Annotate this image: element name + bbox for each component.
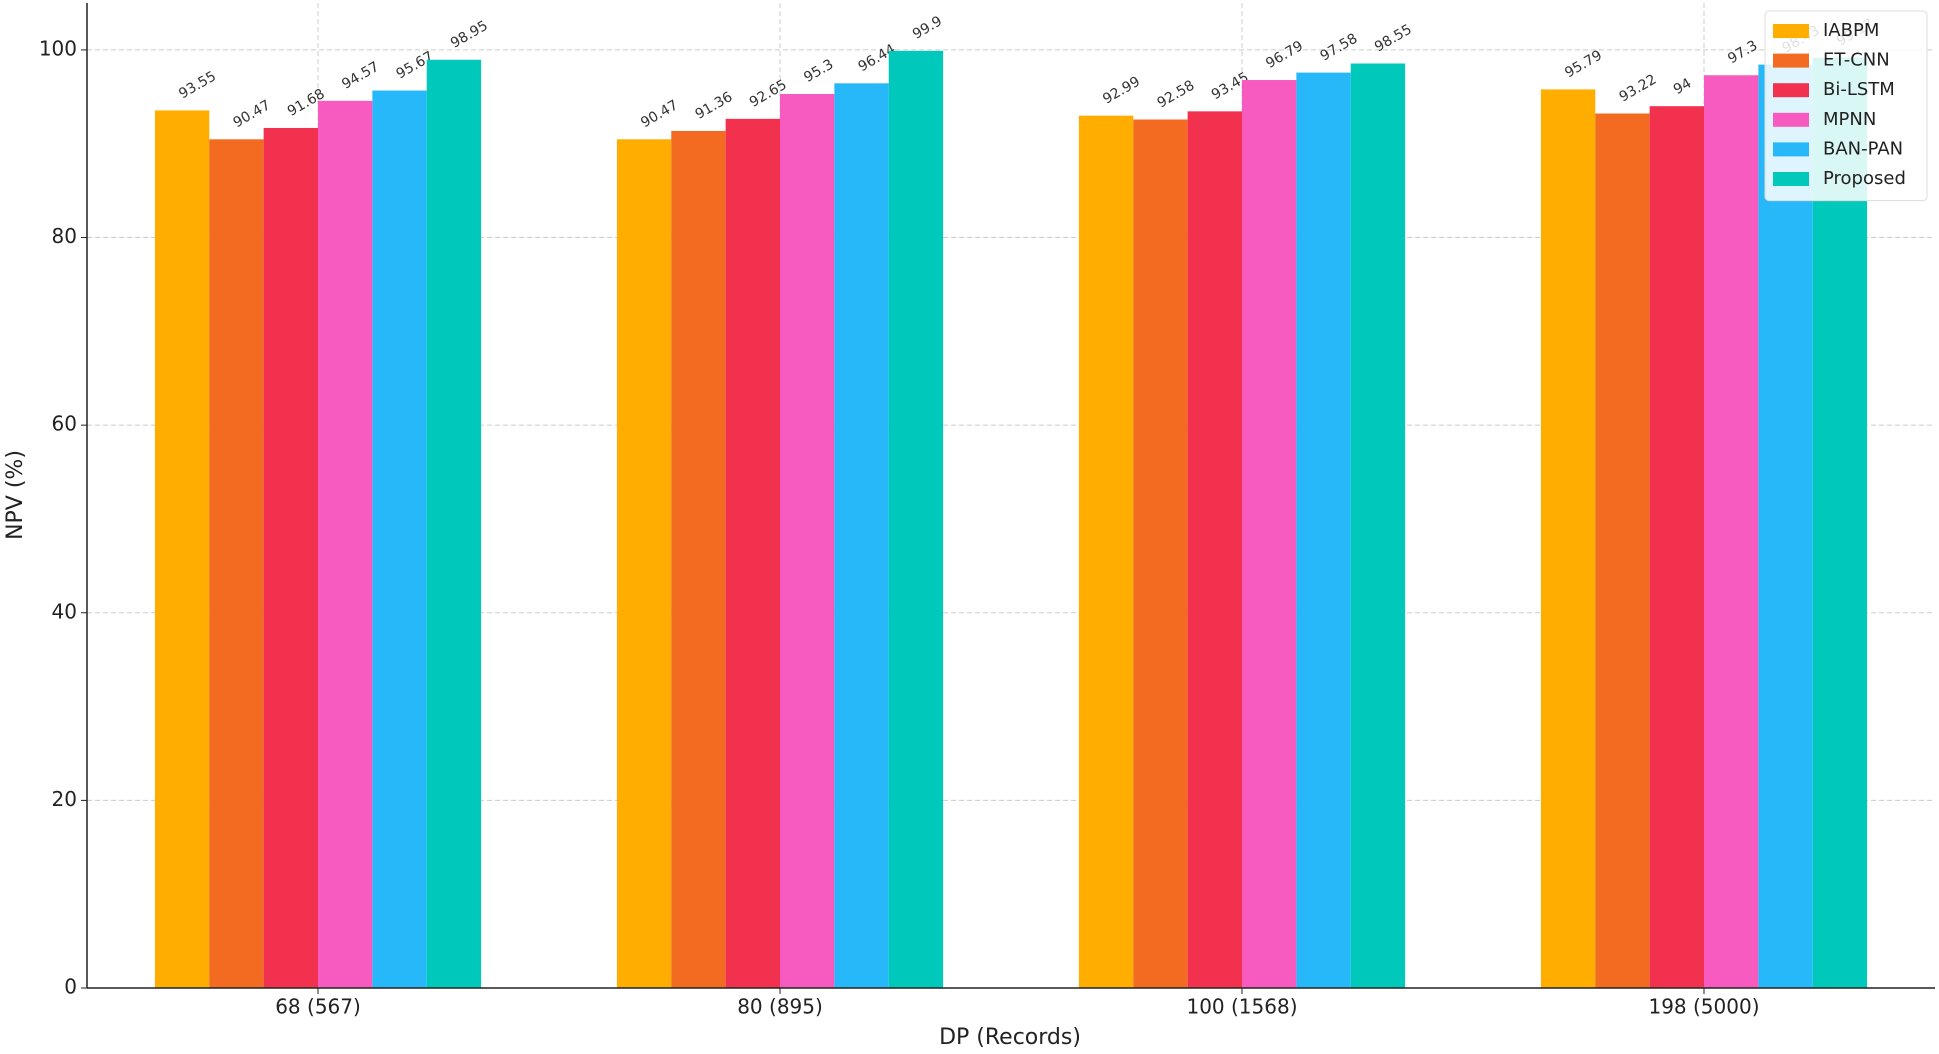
bar <box>1078 115 1134 989</box>
bar <box>1540 89 1596 989</box>
bar <box>1242 80 1297 988</box>
y-tick-label: 60 <box>52 412 77 436</box>
value-label: 99.9 <box>910 13 945 42</box>
y-tick-label: 40 <box>52 599 77 623</box>
y-axis-label: NPV (%) <box>3 450 28 540</box>
legend-swatch <box>1773 112 1809 127</box>
bar <box>1133 119 1188 989</box>
value-label: 92.58 <box>1155 78 1198 112</box>
value-label: 90.47 <box>231 97 274 131</box>
x-axis-label: DP (Records) <box>939 1025 1081 1050</box>
legend-swatch <box>1773 53 1809 68</box>
legend-swatch <box>1773 24 1809 38</box>
value-label: 90.47 <box>638 97 681 131</box>
bar <box>154 110 210 988</box>
bar <box>209 139 264 988</box>
bar <box>1649 106 1704 988</box>
legend-swatch <box>1773 172 1809 186</box>
value-label: 96.79 <box>1263 38 1306 72</box>
x-tick-label: 80 (895) <box>737 995 823 1019</box>
bar <box>1296 72 1351 988</box>
bar <box>616 139 672 988</box>
bar <box>725 118 780 989</box>
bar <box>1704 75 1759 988</box>
bar <box>888 50 944 989</box>
legend-label: ET-CNN <box>1823 50 1890 71</box>
bar <box>671 130 726 989</box>
legend-swatch <box>1773 83 1809 98</box>
value-label: 95.79 <box>1562 47 1605 81</box>
value-label: 94.57 <box>339 59 382 93</box>
value-label: 98.95 <box>448 18 491 52</box>
value-label: 97.3 <box>1725 38 1760 67</box>
bar <box>1758 64 1813 988</box>
value-label: 95.3 <box>801 56 836 85</box>
x-tick-label: 68 (567) <box>275 995 361 1019</box>
bar <box>834 83 889 988</box>
bar <box>780 93 835 988</box>
bar <box>1350 63 1406 988</box>
y-tick-label: 0 <box>64 975 77 999</box>
legend-label: BAN-PAN <box>1823 138 1903 159</box>
bar <box>426 59 482 988</box>
legend-label: Bi-LSTM <box>1823 79 1895 100</box>
bar <box>1187 111 1242 989</box>
value-label: 91.36 <box>693 89 736 123</box>
legend-label: IABPM <box>1823 20 1879 41</box>
x-tick-label: 100 (1568) <box>1186 995 1297 1019</box>
legend-label: Proposed <box>1823 168 1906 189</box>
legend: IABPM ET-CNN Bi-LSTM MPNN BAN-PAN Proposed <box>1764 10 1928 202</box>
value-label: 94 <box>1671 75 1695 98</box>
bar <box>372 90 427 988</box>
y-tick-label: 20 <box>52 787 77 811</box>
bar <box>318 100 373 989</box>
value-label: 97.58 <box>1318 31 1361 65</box>
legend-label: MPNN <box>1823 109 1876 130</box>
bar <box>263 127 318 988</box>
bar <box>1812 57 1868 988</box>
y-tick-label: 80 <box>52 224 77 248</box>
value-label: 93.22 <box>1617 72 1660 106</box>
value-label: 92.99 <box>1100 74 1143 108</box>
bar <box>1595 113 1650 988</box>
legend-swatch <box>1773 142 1809 157</box>
value-label: 93.55 <box>176 68 219 102</box>
y-tick-label: 100 <box>39 36 77 60</box>
x-tick-label: 198 (5000) <box>1648 995 1759 1019</box>
